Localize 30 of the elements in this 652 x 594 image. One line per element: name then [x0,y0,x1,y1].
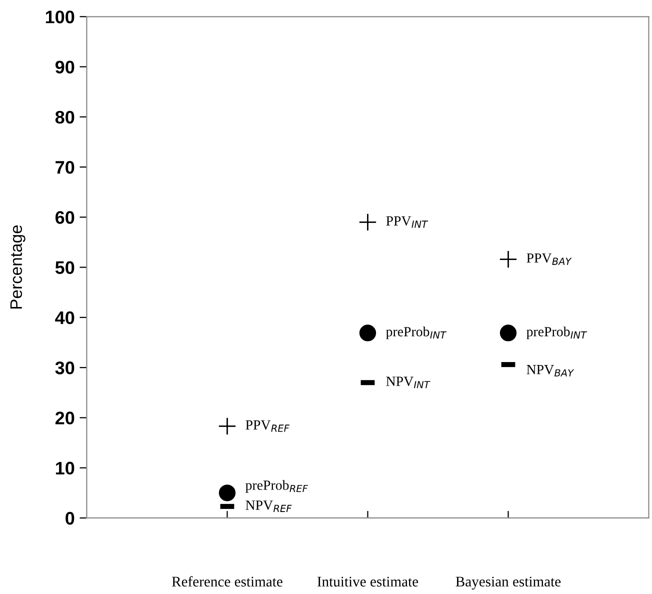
y-tick-label: 0 [66,512,74,525]
y-tick-label: 60 [55,211,74,224]
point [500,324,517,342]
point [218,417,236,436]
y-axis-title: Percentage [10,225,26,309]
y-tick-label: 40 [55,311,74,324]
point [499,250,518,268]
y-tick-label: 80 [55,110,74,124]
x-tick-label: Intuitive estimate [317,576,418,587]
y-tick-label: 10 [56,462,74,475]
data-label: NPV$_{BAY}$ [526,365,574,376]
data-label: preProb$_{INT}$ [386,326,447,340]
data-label: PPV$_{INT}$ [386,216,428,228]
point [218,484,236,502]
data-label: NPV$_{INT}$ [386,376,430,388]
data-label: preProb$_{INT}$ [526,326,588,340]
data-label: PPV$_{REF}$ [246,420,290,432]
point [358,213,377,232]
y-tick-label: 90 [55,60,74,74]
y-tick-label: 30 [55,362,74,374]
y-tick-label: 70 [56,160,74,174]
y-tick-label: 100 [46,10,74,24]
point [359,324,376,342]
y-tick-label: 20 [55,412,74,424]
data-label: preProb$_{REF}$ [246,480,308,493]
x-tick-label: Bayesian estimate [456,576,561,590]
data-label: NPV$_{REF}$ [246,500,292,512]
y-tick-label: 50 [55,261,74,274]
data-label: PPV$_{BAY}$ [526,253,572,265]
x-tick-label: Reference estimate [172,576,282,587]
